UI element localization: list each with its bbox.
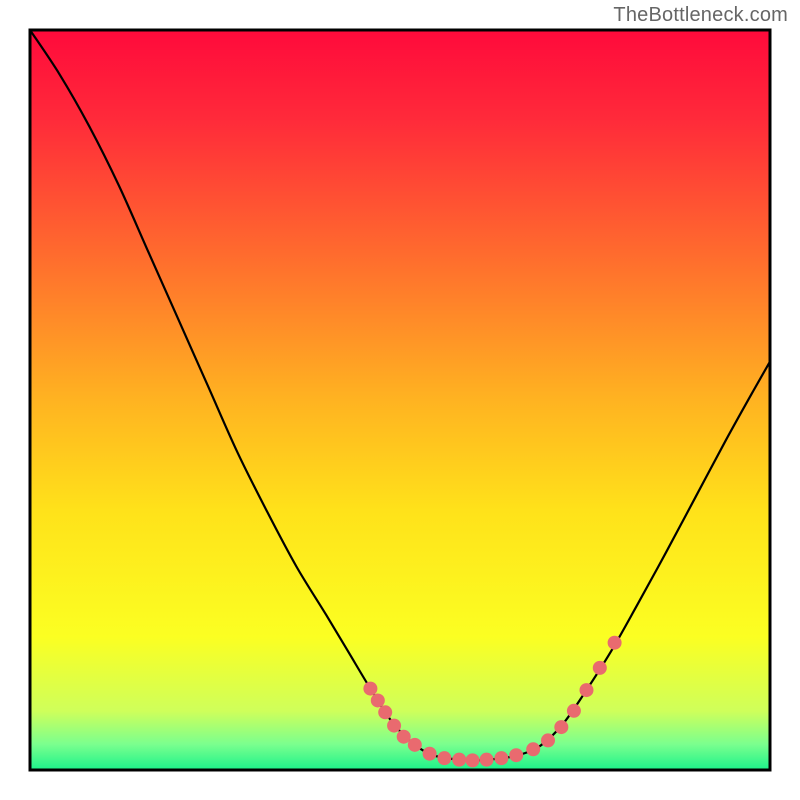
plot-background	[30, 30, 770, 770]
curve-marker	[554, 720, 568, 734]
curve-marker	[480, 753, 494, 767]
curve-marker	[371, 693, 385, 707]
curve-marker	[387, 719, 401, 733]
curve-marker	[408, 738, 422, 752]
curve-marker	[423, 747, 437, 761]
curve-marker	[378, 705, 392, 719]
curve-marker	[437, 751, 451, 765]
curve-marker	[593, 661, 607, 675]
curve-marker	[452, 753, 466, 767]
curve-marker	[541, 733, 555, 747]
curve-marker	[608, 636, 622, 650]
bottleneck-curve-chart	[0, 0, 800, 800]
curve-marker	[494, 751, 508, 765]
curve-marker	[363, 682, 377, 696]
curve-marker	[509, 748, 523, 762]
curve-marker	[567, 704, 581, 718]
chart-container: TheBottleneck.com	[0, 0, 800, 800]
curve-marker	[579, 683, 593, 697]
curve-marker	[466, 753, 480, 767]
curve-marker	[526, 742, 540, 756]
watermark-text: TheBottleneck.com	[613, 4, 788, 27]
